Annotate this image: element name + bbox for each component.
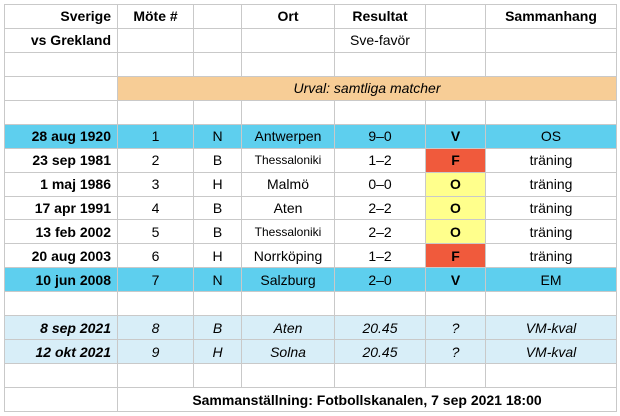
filter-label: Urval: samtliga matcher — [117, 75, 617, 101]
match-number: 4 — [117, 195, 194, 221]
match-number: 6 — [117, 243, 194, 269]
blank-row — [4, 363, 617, 389]
upcoming-place: Solna — [241, 339, 335, 365]
match-date: 28 aug 1920 — [4, 123, 118, 149]
header-ort: Ort — [241, 4, 335, 29]
header-blank — [193, 4, 242, 29]
match-context: träning — [485, 219, 617, 245]
header-vs-grekland: vs Grekland — [4, 27, 118, 53]
match-venue: N — [193, 123, 242, 149]
footer-row: Sammanställning: Fotbollskanalen, 7 sep … — [4, 387, 617, 412]
header-sve-favor: Sve-favör — [334, 27, 426, 53]
match-score: 2–0 — [334, 267, 426, 293]
upcoming-venue: H — [193, 339, 242, 365]
match-score: 1–2 — [334, 147, 426, 173]
match-place: Aten — [241, 195, 335, 221]
filter-row: Urval: samtliga matcher — [4, 75, 617, 101]
header-blank — [425, 4, 486, 29]
match-outcome: V — [425, 267, 486, 293]
blank-row — [4, 291, 617, 317]
cell-blank — [485, 27, 617, 53]
upcoming-venue: B — [193, 315, 242, 341]
match-venue: H — [193, 243, 242, 269]
match-venue: N — [193, 267, 242, 293]
match-place: Thessaloniki — [241, 219, 335, 245]
match-score: 9–0 — [334, 123, 426, 149]
match-date: 1 maj 1986 — [4, 171, 118, 197]
match-context: träning — [485, 171, 617, 197]
match-date: 23 sep 1981 — [4, 147, 118, 173]
match-date: 10 jun 2008 — [4, 267, 118, 293]
match-venue: H — [193, 171, 242, 197]
cell-blank — [4, 75, 118, 101]
upcoming-date: 12 okt 2021 — [4, 339, 118, 365]
match-context: träning — [485, 147, 617, 173]
header-mote: Möte # — [117, 4, 194, 29]
upcoming-number: 9 — [117, 339, 194, 365]
match-context: EM — [485, 267, 617, 293]
cell-blank — [241, 27, 335, 53]
match-context: OS — [485, 123, 617, 149]
match-outcome: O — [425, 195, 486, 221]
cell-blank — [4, 387, 118, 412]
upcoming-context: VM-kval — [485, 315, 617, 341]
match-venue: B — [193, 219, 242, 245]
match-outcome: O — [425, 171, 486, 197]
match-date: 13 feb 2002 — [4, 219, 118, 245]
match-row: 10 jun 2008 7 N Salzburg 2–0 V EM — [4, 267, 617, 293]
match-place: Antwerpen — [241, 123, 335, 149]
match-venue: B — [193, 195, 242, 221]
match-outcome: O — [425, 219, 486, 245]
match-history-table: Sverige Möte # Ort Resultat Sammanhang v… — [4, 4, 617, 412]
match-place: Norrköping — [241, 243, 335, 269]
match-date: 20 aug 2003 — [4, 243, 118, 269]
upcoming-date: 8 sep 2021 — [4, 315, 118, 341]
match-outcome: F — [425, 147, 486, 173]
match-score: 2–2 — [334, 219, 426, 245]
header-row-1: Sverige Möte # Ort Resultat Sammanhang — [4, 4, 617, 29]
match-date: 17 apr 1991 — [4, 195, 118, 221]
match-outcome: V — [425, 123, 486, 149]
cell-blank — [425, 27, 486, 53]
match-context: träning — [485, 243, 617, 269]
match-score: 2–2 — [334, 195, 426, 221]
upcoming-match-row: 12 okt 2021 9 H Solna 20.45? VM-kval — [4, 339, 617, 365]
footer-source: Sammanställning: Fotbollskanalen, 7 sep … — [117, 387, 617, 412]
match-score: 0–0 — [334, 171, 426, 197]
upcoming-kickoff: 20.45 — [334, 315, 426, 341]
upcoming-outcome: ? — [425, 315, 486, 341]
header-sverige: Sverige — [4, 4, 118, 29]
match-row: 28 aug 1920 1 N Antwerpen 9–0 V OS — [4, 123, 617, 149]
match-venue: B — [193, 147, 242, 173]
match-number: 3 — [117, 171, 194, 197]
match-score: 1–2 — [334, 243, 426, 269]
cell-blank — [193, 27, 242, 53]
blank-row — [4, 51, 617, 77]
header-sammanhang: Sammanhang — [485, 4, 617, 29]
upcoming-place: Aten — [241, 315, 335, 341]
match-number: 7 — [117, 267, 194, 293]
upcoming-context: VM-kval — [485, 339, 617, 365]
match-place: Malmö — [241, 171, 335, 197]
match-number: 5 — [117, 219, 194, 245]
upcoming-number: 8 — [117, 315, 194, 341]
match-context: träning — [485, 195, 617, 221]
match-number: 1 — [117, 123, 194, 149]
header-row-2: vs Grekland Sve-favör — [4, 27, 617, 53]
blank-row — [4, 99, 617, 125]
header-resultat: Resultat — [334, 4, 426, 29]
match-outcome: F — [425, 243, 486, 269]
match-place: Salzburg — [241, 267, 335, 293]
match-number: 2 — [117, 147, 194, 173]
cell-blank — [117, 27, 194, 53]
match-place: Thessaloniki — [241, 147, 335, 173]
upcoming-match-row: 8 sep 2021 8 B Aten 20.45? VM-kval — [4, 315, 617, 341]
upcoming-outcome: ? — [425, 339, 486, 365]
upcoming-kickoff: 20.45 — [334, 339, 426, 365]
